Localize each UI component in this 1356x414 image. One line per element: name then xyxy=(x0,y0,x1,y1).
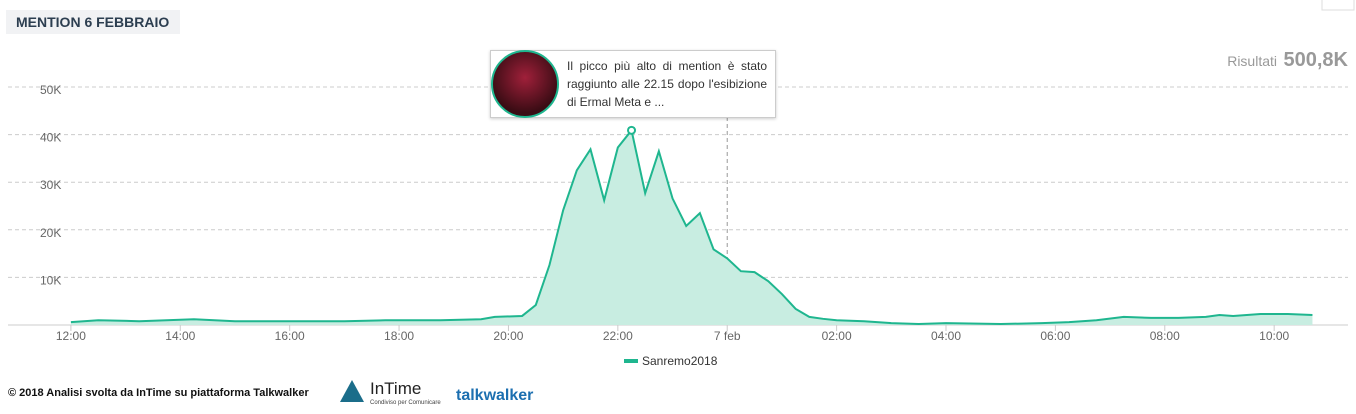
logo-talkwalker: talkwalker xyxy=(456,387,533,404)
y-tick-label: 10K xyxy=(40,273,61,287)
x-tick-label: 16:00 xyxy=(275,329,305,343)
area xyxy=(70,130,1313,325)
legend-label: Sanremo2018 xyxy=(642,354,718,368)
copyright: © 2018 Analisi svolta da InTime su piatt… xyxy=(8,387,309,399)
annotation-point xyxy=(627,125,637,135)
chart-title: MENTION 6 FEBBRAIO xyxy=(16,14,169,30)
annotation-image xyxy=(491,50,559,118)
annotation-callout: Il picco più alto di mention è stato rag… xyxy=(490,50,776,118)
y-tick-label: 20K xyxy=(40,226,61,240)
x-tick-label: 7 feb xyxy=(714,329,741,343)
results-value: 500,8K xyxy=(1284,49,1349,71)
title-box xyxy=(6,10,180,34)
x-tick-label: 04:00 xyxy=(931,329,961,343)
x-tick-label: 12:00 xyxy=(56,329,86,343)
corner-button[interactable] xyxy=(1321,0,1355,11)
y-tick-label: 40K xyxy=(40,131,61,145)
x-tick-label: 22:00 xyxy=(603,329,633,343)
y-tick-label: 50K xyxy=(40,83,61,97)
x-tick-label: 10:00 xyxy=(1259,329,1289,343)
logo-icon xyxy=(340,380,364,402)
y-tick-label: 30K xyxy=(40,178,61,192)
x-tick-label: 18:00 xyxy=(384,329,414,343)
line xyxy=(70,128,1313,326)
annotation-text: Il picco più alto di mention è stato rag… xyxy=(567,59,767,109)
results-label: Risultati xyxy=(1227,53,1277,69)
x-tick-label: 06:00 xyxy=(1040,329,1070,343)
legend-swatch xyxy=(624,359,638,363)
x-tick-label: 20:00 xyxy=(493,329,523,343)
logo-intime: InTime xyxy=(370,379,421,398)
x-tick-label: 02:00 xyxy=(822,329,852,343)
x-tick-label: 14:00 xyxy=(165,329,195,343)
x-tick-label: 08:00 xyxy=(1150,329,1180,343)
logo-intime-sub: Condiviso per Comunicare xyxy=(370,400,441,406)
